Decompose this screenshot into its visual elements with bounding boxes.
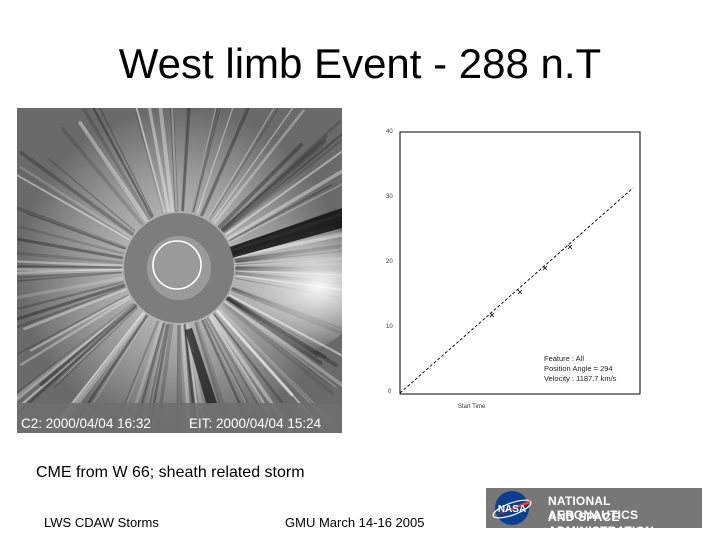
c2-timestamp-label: C2: 2000/04/04 16:32 (21, 416, 151, 431)
height-time-plot: Start Time 0 10 20 30 40 Feature : All P… (378, 118, 658, 418)
legend-feature: Feature : All (544, 354, 585, 363)
nasa-line1: NATIONAL AERONAUTICS (548, 494, 639, 522)
y-tick-20: 20 (386, 259, 393, 265)
svg-text:NASA: NASA (498, 504, 526, 515)
y-tick-10: 10 (386, 324, 393, 330)
slide-title: West limb Event - 288 n.T (118, 40, 602, 87)
footer-left: LWS CDAW Storms (44, 515, 159, 530)
y-tick-40: 40 (386, 129, 393, 135)
lasco-c2-image: C2: 2000/04/04 16:32 EIT: 2000/04/04 15:… (17, 108, 342, 433)
legend-position-angle: Position Angle = 294 (544, 364, 613, 373)
y-tick-0: 0 (388, 389, 392, 395)
svg-text:Start Time: Start Time (458, 404, 486, 410)
eit-timestamp-label: EIT: 2000/04/04 15:24 (189, 416, 322, 431)
y-tick-30: 30 (386, 194, 393, 200)
slide-caption: CME from W 66; sheath related storm (36, 464, 305, 481)
nasa-line2: AND SPACE ADMINISTRATION (548, 510, 654, 538)
footer-center: GMU March 14-16 2005 (285, 515, 425, 530)
plot-legend: Feature : All Position Angle = 294 Veloc… (544, 354, 616, 384)
legend-velocity: Velocity : 1187.7 km/s (544, 374, 617, 383)
nasa-meatball-icon: NASA (492, 491, 532, 525)
nasa-logo: NASA NATIONAL AERONAUTICS AND SPACE ADMI… (486, 488, 702, 538)
